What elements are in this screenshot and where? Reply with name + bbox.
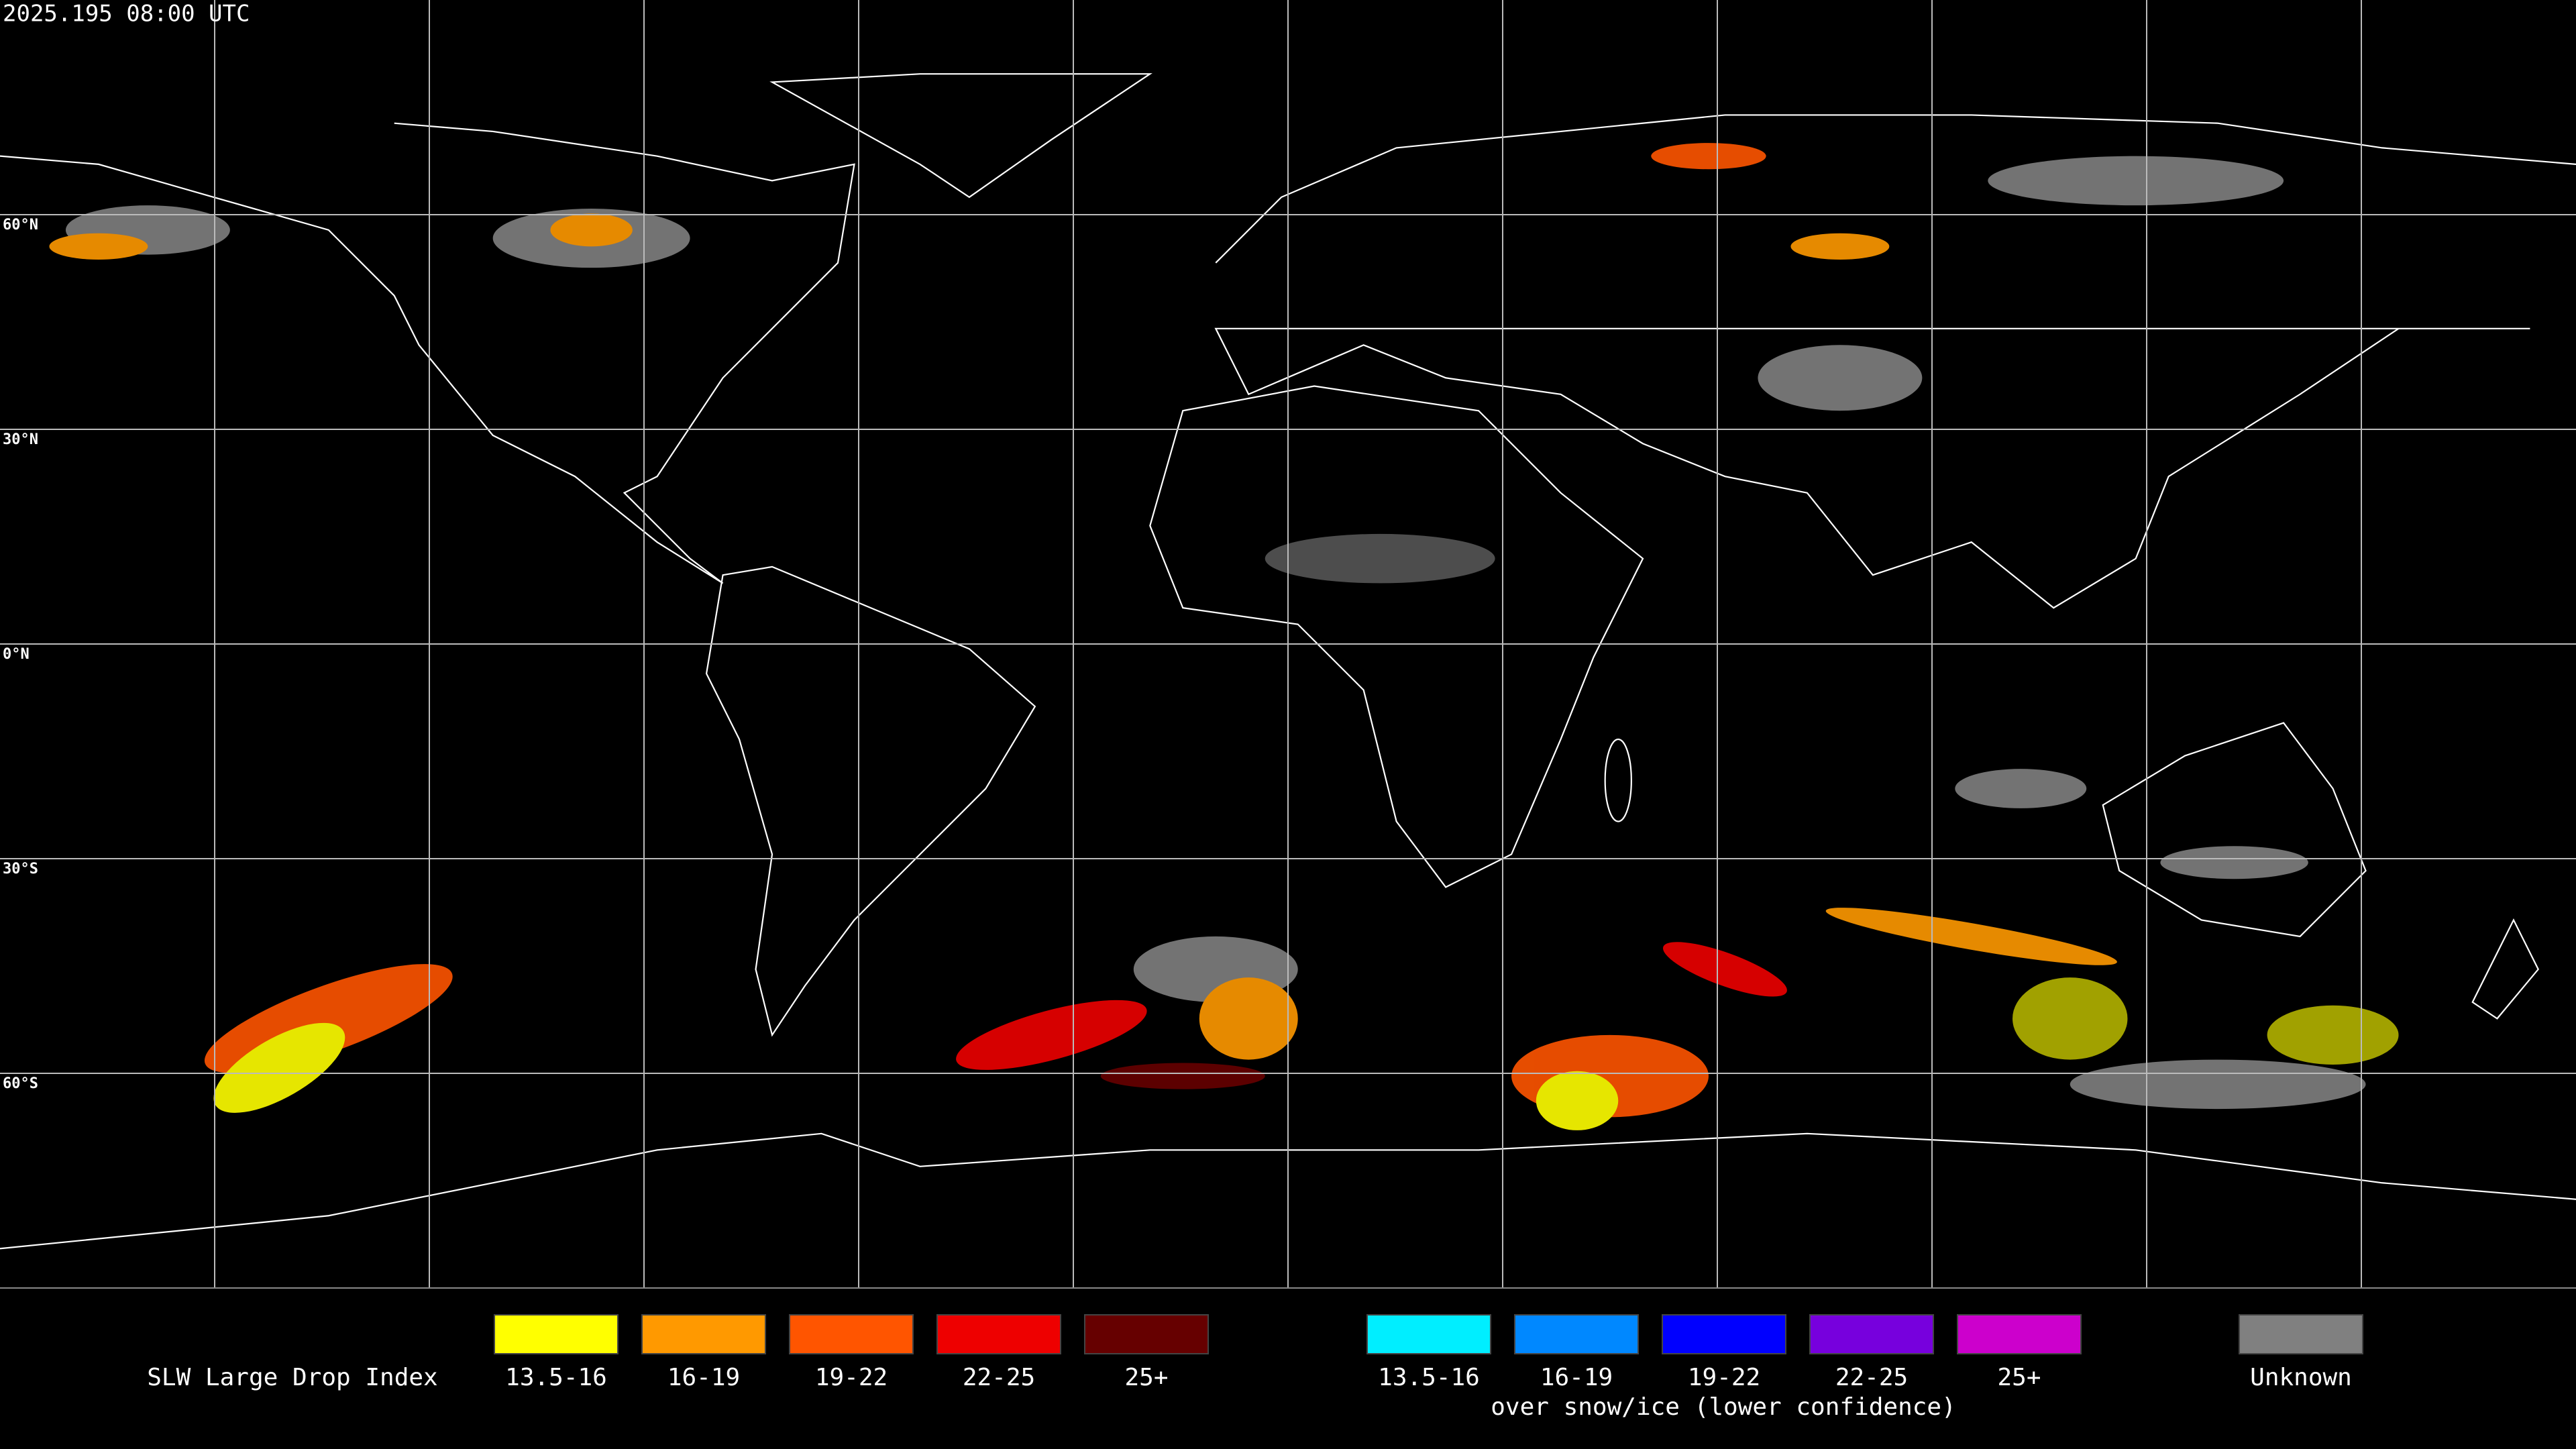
legend: 13.5-16 16-19 19-22 22-25 25+ 13.5-16 16-19 19-… [494, 1314, 2363, 1421]
legend-label: 13.5-16 [505, 1364, 607, 1391]
precip [1100, 1063, 1265, 1089]
legend-swatch [641, 1314, 766, 1354]
coastlines [0, 73, 2576, 1250]
cloud [1758, 345, 1923, 411]
new-zealand [2471, 918, 2540, 1020]
cloud [2070, 1059, 2366, 1110]
legend-swatch [789, 1314, 914, 1354]
precip [1790, 233, 1890, 260]
latitude-label: 30°N [3, 431, 38, 448]
precip [1199, 977, 1298, 1060]
precip [1825, 908, 2117, 965]
legend-label: 19-22 [1688, 1364, 1760, 1391]
north-america [0, 122, 855, 584]
timestamp: 2025.195 08:00 UTC [3, 1, 250, 28]
legend-label: 25+ [1997, 1364, 2041, 1391]
precip [2267, 1005, 2399, 1065]
legend-swatch [2239, 1314, 2363, 1354]
precip [1536, 1071, 1619, 1130]
africa [1149, 385, 1644, 888]
legend-label: 22-25 [1835, 1364, 1908, 1391]
legend-note: over snow/ice (lower confidence) [1491, 1393, 1956, 1421]
precip [213, 1022, 345, 1113]
antarctica [0, 1132, 2576, 1250]
latitude-labels: 60°N 30°N 0°N 30°S 60°S [3, 217, 38, 1092]
latitude-label: 30°S [3, 861, 38, 877]
legend-swatch [1514, 1314, 1639, 1354]
cloud [2160, 846, 2308, 879]
precip [1663, 942, 1787, 997]
legend-swatch [936, 1314, 1061, 1354]
legend-label: Unknown [2250, 1364, 2352, 1391]
legend-title: SLW Large Drop Index [147, 1364, 437, 1391]
legend-label: 16-19 [667, 1364, 740, 1391]
graticule [0, 0, 2576, 1288]
latitude-label: 0°N [3, 646, 30, 663]
cloud [1988, 156, 2284, 206]
latitude-label: 60°N [3, 217, 38, 233]
map [0, 73, 2576, 1250]
eurasia [1214, 114, 2576, 609]
greenland [769, 73, 1152, 199]
clouds [49, 143, 2399, 1130]
legend-label: 22-25 [963, 1364, 1035, 1391]
legend-swatch [1366, 1314, 1491, 1354]
precip [550, 213, 633, 247]
legend-swatch [1662, 1314, 1786, 1354]
precip [1651, 143, 1766, 170]
madagascar [1604, 738, 1632, 822]
legend-label: 25+ [1124, 1364, 1168, 1391]
precip [956, 1000, 1147, 1070]
precip [49, 233, 148, 260]
cloud [1955, 769, 2087, 808]
precip [2012, 977, 2128, 1060]
legend-label: 13.5-16 [1378, 1364, 1480, 1391]
legend-swatch [1957, 1314, 2082, 1354]
south-america [705, 566, 1036, 1037]
legend-swatch [1809, 1314, 1934, 1354]
legend-label: 19-22 [815, 1364, 888, 1391]
latitude-label: 60°S [3, 1075, 38, 1092]
legend-swatch [1084, 1314, 1209, 1354]
legend-swatch [494, 1314, 619, 1354]
legend-label: 16-19 [1540, 1364, 1613, 1391]
cloud [1265, 533, 1495, 584]
